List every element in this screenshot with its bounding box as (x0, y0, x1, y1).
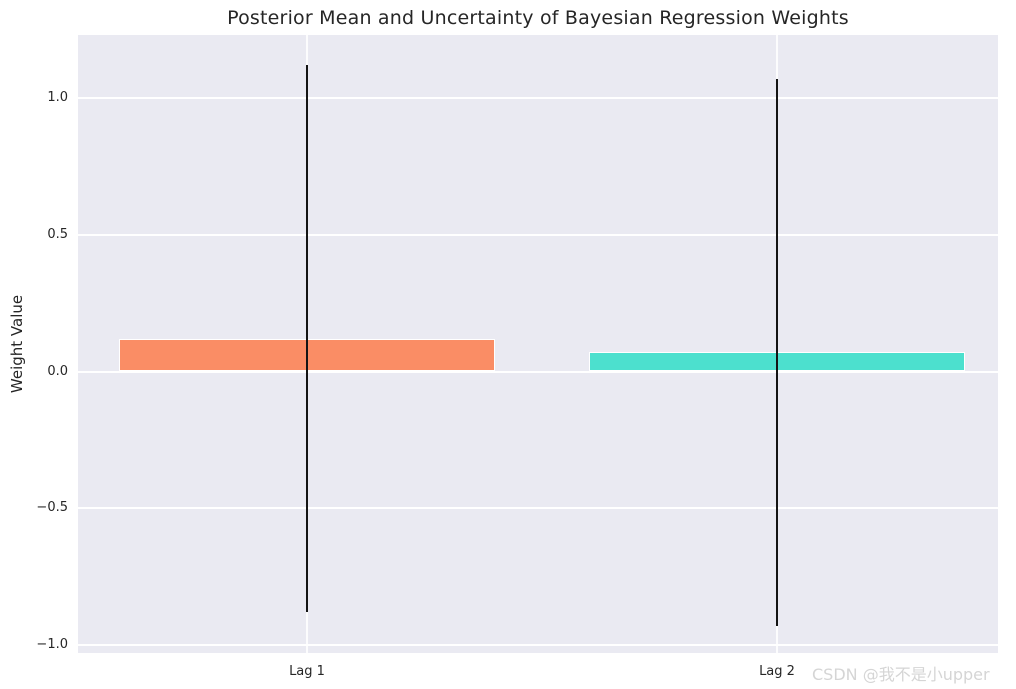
gridline-y-0.5 (78, 233, 998, 236)
y-tick-label: −1.0 (36, 637, 68, 652)
plot-area (78, 35, 998, 653)
x-tick-label-lag-1: Lag 1 (289, 664, 325, 679)
gridline-y-1.0 (78, 97, 998, 99)
x-tick-label-lag-2: Lag 2 (759, 664, 795, 679)
y-tick-label: 1.0 (47, 90, 68, 105)
y-tick-label: −0.5 (36, 500, 68, 516)
error-bar-lag-2 (776, 78, 778, 626)
error-bar-lag-1 (306, 65, 308, 613)
gridline-y-−1.0 (78, 644, 998, 646)
y-tick-label: 0.5 (47, 226, 68, 242)
gridline-y-−0.5 (78, 507, 998, 510)
gridline-y-0.0 (78, 370, 998, 373)
y-tick-label: 0.0 (47, 363, 68, 379)
chart-title: Posterior Mean and Uncertainty of Bayesi… (227, 7, 849, 29)
watermark: CSDN @我不是小upper (812, 665, 990, 684)
